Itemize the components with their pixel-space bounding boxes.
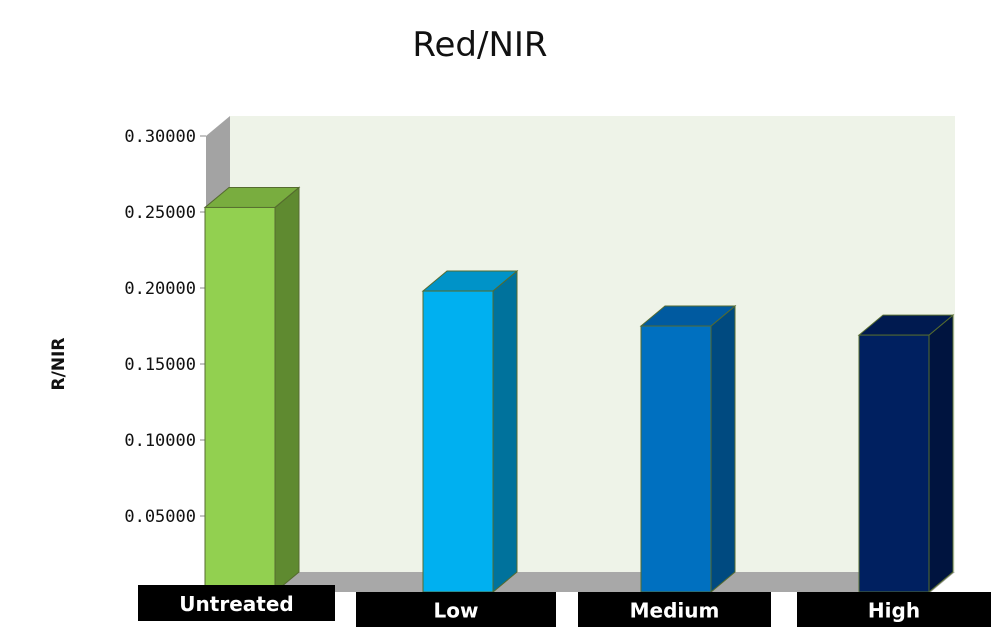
y-tick-label: 0.30000 [124, 127, 196, 147]
bar-side-face [928, 314, 954, 594]
y-tick-label: 0.10000 [124, 431, 196, 451]
y-tick-label: 0.15000 [124, 355, 196, 375]
category-label: Low [434, 599, 479, 623]
bar-front-face [858, 334, 930, 593]
category-label-box [797, 592, 991, 627]
bar-front-face [640, 325, 712, 593]
category-label-box [578, 592, 771, 627]
y-tick-label: 0.25000 [124, 203, 196, 223]
plot-back-wall [230, 116, 955, 572]
plot-floor [206, 572, 955, 592]
bar-untreated [203, 186, 301, 594]
bar-side-face [492, 269, 518, 594]
chart-title: Red/NIR [412, 25, 547, 65]
category-label-box [356, 592, 556, 627]
bar-side-face [710, 304, 736, 594]
y-tick-label: 0.05000 [124, 507, 196, 527]
y-axis-label: R/NIR [49, 338, 69, 391]
bar-front-face [204, 206, 276, 593]
y-tick-label: 0.20000 [124, 279, 196, 299]
category-label: Untreated [179, 592, 293, 616]
bar-high [857, 314, 955, 594]
category-label: Medium [630, 599, 720, 623]
bar-front-face [422, 290, 494, 593]
bar-low [421, 269, 519, 594]
category-label: High [868, 599, 920, 623]
category-label-box [138, 585, 335, 621]
bar-side-face [274, 186, 300, 594]
bar-medium [639, 304, 737, 594]
